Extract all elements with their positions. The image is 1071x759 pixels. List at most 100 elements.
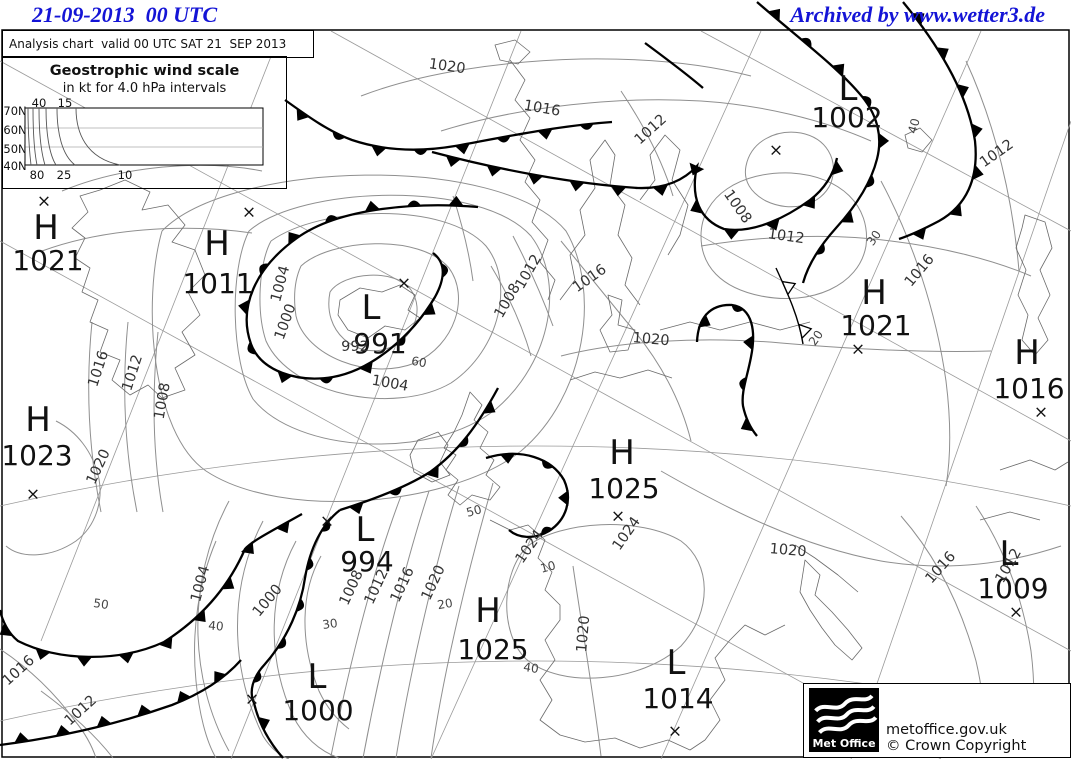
warm-front-semicircle (579, 123, 594, 130)
pressure-center-value: 991 (353, 327, 407, 360)
pressure-center-cross: × (241, 202, 257, 223)
pressure-center-cross: × (768, 140, 784, 161)
cold-front-triangle (911, 227, 927, 240)
cold-front-l994-tail (252, 702, 284, 759)
occluded-front-scandinavia (695, 303, 758, 437)
isobar-value-label: 1016 (85, 348, 113, 389)
cold-front-triangle (118, 651, 134, 664)
isobar-value-label: 992 (341, 338, 369, 355)
cold-front-triangle (767, 8, 781, 22)
warm-front-semicircle (496, 135, 511, 143)
cold-front-triangle (422, 301, 436, 316)
warm-front-semicircle (800, 37, 812, 48)
scale-bottom-10: 10 (117, 168, 133, 182)
warm-front-semicircle (247, 342, 257, 355)
pressure-center-cross: × (667, 721, 683, 742)
pressure-center-value: 994 (340, 545, 394, 578)
scale-bottom-25: 25 (56, 168, 72, 182)
geostrophic-wind-label: 50 (92, 596, 110, 612)
isobar-value-label: 1000 (271, 301, 300, 342)
pressure-center-cross: × (244, 689, 260, 710)
lat-label-60n: 60N (3, 123, 27, 137)
pressure-center-value: 1023 (1, 439, 73, 472)
cold-front-triangle (425, 465, 439, 479)
cold-front-triangle (527, 173, 544, 185)
logo-waves-icon (814, 694, 878, 735)
isobar-value-label: 1004 (268, 264, 294, 304)
scale-top-15: 15 (57, 96, 73, 110)
isobar-value-label: 1008 (151, 381, 174, 421)
isobar-value-label: 1012 (119, 352, 147, 393)
cold-front-triangle (35, 647, 51, 660)
cold-front-triangle (158, 635, 173, 649)
cold-front-triangle (948, 203, 962, 217)
warm-front-semicircle (252, 670, 262, 683)
cold-front-triangle (176, 691, 192, 704)
cold-front-triangle (690, 199, 704, 214)
geostrophic-wind-label: 40 (207, 618, 225, 634)
cold-front-triangle (277, 370, 293, 384)
cold-front-triangle (743, 334, 754, 351)
occluded-front-iceland (245, 204, 479, 380)
cold-front-triangle (445, 155, 462, 167)
pressure-center-letter: H (33, 208, 59, 248)
cold-front-triangle (0, 622, 13, 637)
isobar-value-label: 1012 (631, 111, 670, 149)
pressure-center-letter: L (838, 69, 858, 109)
cold-front-triangle (610, 185, 627, 197)
cold-front-triangle (275, 520, 290, 534)
cold-front-triangle (723, 228, 740, 240)
warm-front-semicircle (306, 557, 314, 571)
cold-front-triangle (569, 180, 585, 192)
warm-front-semicircle (394, 335, 406, 346)
warm-front-semicircle (277, 636, 287, 649)
warm-front-semicircle (320, 520, 331, 532)
occluded-front-l1002-spiral (756, 1, 881, 284)
warm-front-semicircle (739, 377, 747, 391)
warm-front-semicircle (865, 174, 875, 188)
cold-front-triangle (96, 715, 112, 728)
pressure-center-letter: H (204, 224, 230, 264)
pressure-center-letter: L (666, 643, 686, 683)
warm-front-semicircle (441, 263, 449, 278)
cold-front-triangle (257, 716, 270, 732)
cold-front-triangle (840, 209, 854, 223)
cold-front-triangle (537, 128, 553, 140)
pressure-center-value: 1025 (588, 472, 660, 505)
warm-front-semicircle (458, 436, 469, 447)
cold-front-triangle (830, 160, 844, 176)
pressure-center-value: 1011 (182, 267, 254, 300)
isobar-value-label: 1016 (570, 261, 610, 296)
scale-bottom-80: 80 (29, 168, 45, 182)
pressure-center-cross: × (1008, 602, 1024, 623)
isobar-value-label: 1016 (922, 548, 960, 587)
lat-label-50n: 50N (3, 142, 27, 156)
logo-text: Met Office (812, 737, 876, 750)
pressure-center-letter: H (475, 591, 501, 631)
isobar-value-label: 1000 (249, 581, 286, 621)
isobar-value-label: 1020 (574, 614, 594, 654)
isobar-value-label: 1020 (427, 56, 467, 78)
geostrophic-wind-label: 50 (464, 502, 484, 520)
cold-front-triangle (55, 725, 72, 737)
pressure-center-value: 1016 (993, 372, 1065, 405)
pressure-center-letter: L (361, 288, 381, 328)
warm-front-semicircle (296, 598, 305, 612)
cold-front-triangle (192, 608, 206, 622)
cold-front-triangle (802, 195, 816, 209)
cold-front-triangle (697, 313, 711, 328)
isobar-value-label: 1012 (61, 692, 100, 730)
cold-front-triangle (499, 453, 516, 464)
warm-front-semicircle (540, 526, 554, 536)
pressure-center-letter: H (609, 433, 635, 473)
analysis-title: Analysis chart valid 00 UTC SAT 21 SEP 2… (9, 37, 287, 51)
cold-front-triangle (240, 540, 254, 554)
isobar-value-label: 1004 (370, 372, 410, 395)
crown-copyright: © Crown Copyright (886, 738, 1027, 754)
metoffice-url: metoffice.gov.uk (886, 722, 1007, 738)
cold-front-triangle (13, 732, 30, 744)
cold-front-triangle (486, 164, 503, 177)
